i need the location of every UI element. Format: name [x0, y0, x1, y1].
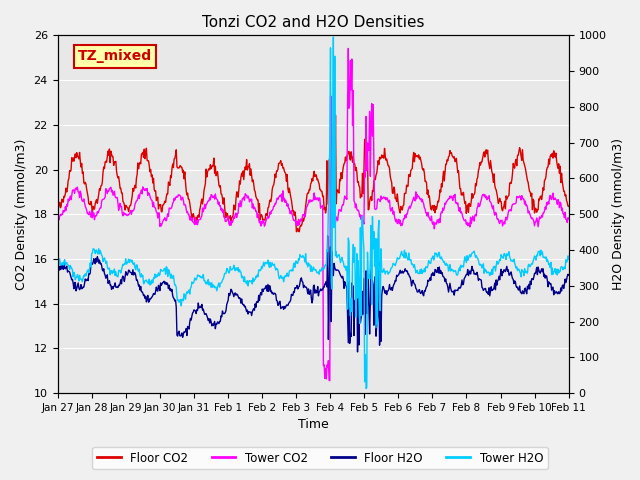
Tower H2O	[362, 385, 370, 391]
Tower CO2	[266, 213, 273, 218]
Y-axis label: CO2 Density (mmol/m3): CO2 Density (mmol/m3)	[15, 139, 28, 290]
Tower CO2	[218, 205, 225, 211]
Floor CO2	[266, 200, 273, 205]
Floor CO2	[332, 112, 339, 118]
Floor H2O	[388, 285, 396, 290]
Line: Tower CO2: Tower CO2	[58, 48, 603, 381]
Floor H2O	[266, 283, 273, 288]
Tower H2O	[118, 267, 125, 273]
Tower H2O	[54, 259, 61, 264]
Tower H2O	[599, 254, 607, 260]
Tower CO2	[54, 214, 61, 220]
Floor CO2	[388, 180, 396, 185]
Tower H2O	[218, 279, 225, 285]
Tower H2O	[388, 265, 396, 271]
Tower CO2	[245, 195, 253, 201]
Floor H2O	[599, 271, 607, 276]
Text: TZ_mixed: TZ_mixed	[78, 49, 152, 63]
Title: Tonzi CO2 and H2O Densities: Tonzi CO2 and H2O Densities	[202, 15, 424, 30]
Line: Floor H2O: Floor H2O	[58, 236, 603, 352]
Floor H2O	[118, 281, 125, 287]
Tower CO2	[344, 46, 352, 51]
Tower H2O	[419, 270, 426, 276]
Tower CO2	[599, 220, 607, 226]
Floor CO2	[419, 165, 426, 171]
Floor CO2	[118, 190, 125, 196]
Tower CO2	[388, 206, 396, 212]
Floor CO2	[218, 192, 225, 197]
Floor CO2	[245, 164, 253, 169]
Floor H2O	[419, 288, 426, 293]
Floor H2O	[324, 233, 332, 239]
Tower CO2	[419, 196, 426, 202]
Line: Tower H2O: Tower H2O	[58, 37, 603, 388]
X-axis label: Time: Time	[298, 419, 328, 432]
Floor H2O	[54, 271, 61, 276]
Tower H2O	[245, 278, 253, 284]
Floor H2O	[245, 309, 253, 314]
Floor CO2	[292, 229, 300, 235]
Floor CO2	[599, 197, 607, 203]
Tower H2O	[266, 264, 273, 270]
Tower H2O	[330, 34, 337, 40]
Floor H2O	[354, 349, 362, 355]
Tower CO2	[118, 204, 125, 209]
Floor CO2	[54, 202, 61, 207]
Line: Floor CO2: Floor CO2	[58, 115, 603, 232]
Legend: Floor CO2, Tower CO2, Floor H2O, Tower H2O: Floor CO2, Tower CO2, Floor H2O, Tower H…	[92, 447, 548, 469]
Floor H2O	[218, 314, 225, 320]
Tower CO2	[326, 378, 333, 384]
Y-axis label: H2O Density (mmol/m3): H2O Density (mmol/m3)	[612, 138, 625, 290]
